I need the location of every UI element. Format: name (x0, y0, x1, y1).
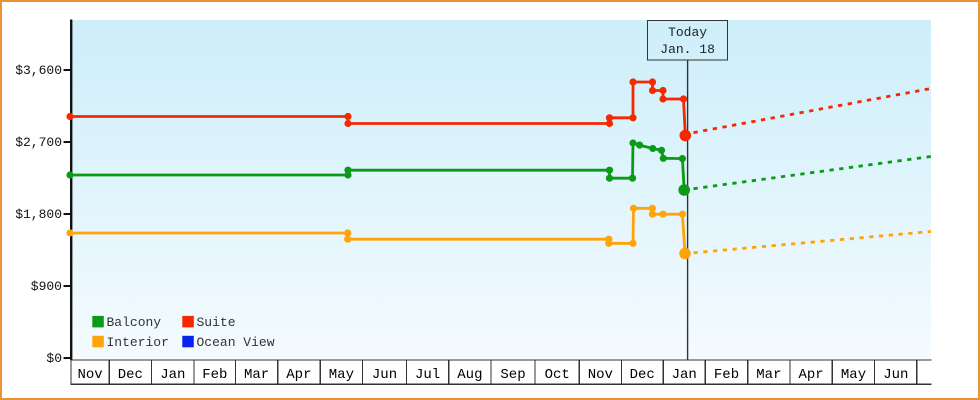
svg-text:$0: $0 (46, 351, 62, 366)
svg-text:$900: $900 (31, 279, 62, 294)
svg-text:Mar: Mar (244, 367, 269, 383)
svg-text:Dec: Dec (630, 367, 655, 383)
svg-text:$2,700: $2,700 (15, 135, 62, 150)
svg-text:Apr: Apr (798, 367, 823, 383)
svg-text:Feb: Feb (714, 367, 739, 383)
svg-text:Feb: Feb (202, 367, 227, 383)
svg-text:Today: Today (668, 25, 707, 40)
svg-text:Nov: Nov (588, 367, 613, 383)
svg-text:Jan: Jan (160, 367, 185, 383)
svg-text:Jan. 18: Jan. 18 (660, 42, 715, 57)
svg-text:Sep: Sep (500, 367, 525, 383)
svg-text:Ocean View: Ocean View (197, 335, 275, 350)
svg-text:$1,800: $1,800 (15, 207, 62, 222)
svg-text:Jan: Jan (672, 367, 697, 383)
svg-text:Mar: Mar (756, 367, 781, 383)
svg-text:Jun: Jun (883, 367, 908, 383)
svg-text:May: May (329, 367, 354, 383)
svg-text:Suite: Suite (197, 315, 236, 330)
svg-text:Interior: Interior (107, 335, 169, 350)
svg-text:$3,600: $3,600 (15, 63, 62, 78)
svg-text:Jun: Jun (372, 367, 397, 383)
svg-text:Balcony: Balcony (107, 315, 162, 330)
svg-text:Dec: Dec (118, 367, 143, 383)
svg-text:Apr: Apr (286, 367, 311, 383)
svg-text:May: May (841, 367, 866, 383)
svg-text:Jul: Jul (415, 367, 440, 383)
svg-text:Nov: Nov (77, 367, 102, 383)
svg-text:Aug: Aug (457, 367, 482, 383)
svg-text:Oct: Oct (545, 367, 570, 383)
